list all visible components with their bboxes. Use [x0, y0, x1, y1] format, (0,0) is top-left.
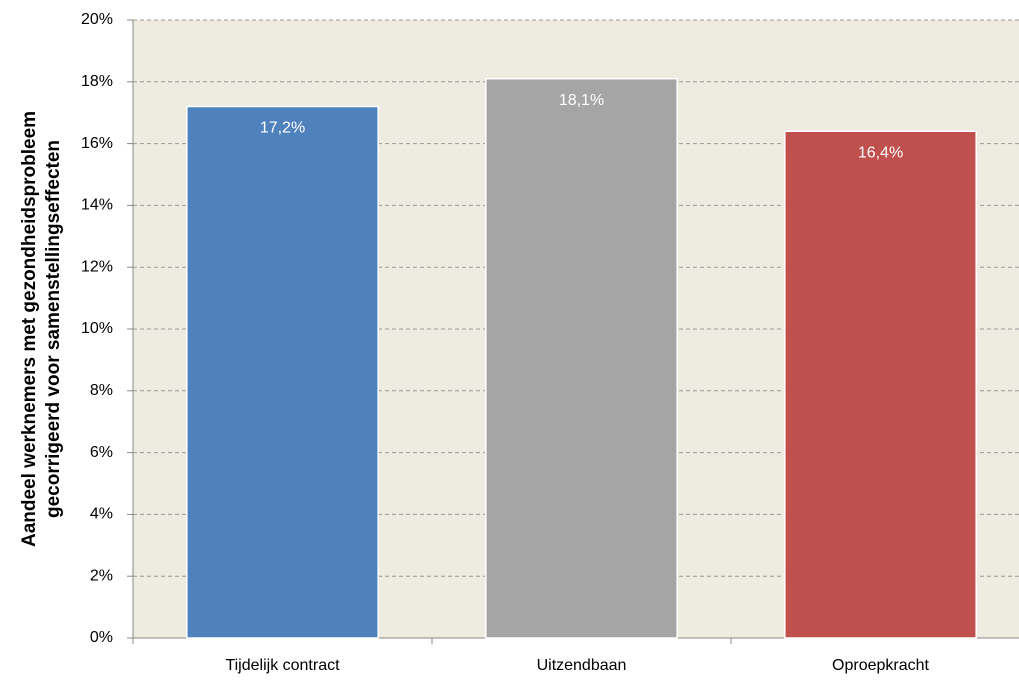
y-tick-label: 10%	[81, 320, 113, 337]
value-label: 18,1%	[559, 92, 604, 109]
bar	[186, 105, 379, 639]
bar	[784, 130, 977, 639]
y-tick-label: 2%	[90, 567, 113, 584]
y-axis-label: Aandeel werknemers met gezondheidsproble…	[19, 111, 40, 547]
y-tick-label: 16%	[81, 135, 113, 152]
value-label: 16,4%	[858, 144, 903, 161]
x-tick-label: Tijdelijk contract	[225, 657, 340, 674]
y-tick-label: 12%	[81, 258, 113, 275]
y-tick-label: 8%	[90, 382, 113, 399]
bar	[485, 77, 678, 639]
y-tick-label: 0%	[90, 629, 113, 646]
y-axis-label: gecorrigeerd voor samenstellingseffecten	[43, 140, 64, 518]
value-label: 17,2%	[260, 120, 305, 137]
x-tick-label: Uitzendbaan	[537, 657, 627, 674]
y-tick-label: 20%	[81, 11, 113, 28]
y-tick-label: 14%	[81, 197, 113, 214]
y-tick-label: 4%	[90, 506, 113, 523]
y-tick-label: 6%	[90, 444, 113, 461]
y-tick-label: 18%	[81, 73, 113, 90]
x-tick-label: Oproepkracht	[832, 657, 929, 674]
